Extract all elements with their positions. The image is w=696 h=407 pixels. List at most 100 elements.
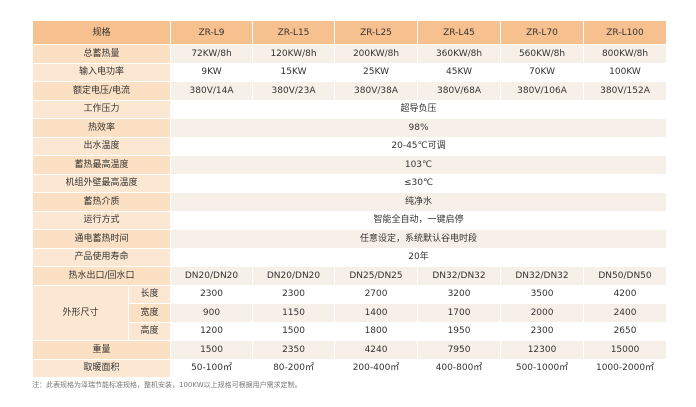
cell: 1200	[170, 321, 254, 341]
table-row: 蓄热最高温度 103℃	[31, 155, 668, 175]
row-label: 出水温度	[31, 136, 172, 156]
table-row: 重量 1500 2350 4240 7950 12300 15000	[31, 340, 668, 360]
cell: 380V/106A	[500, 81, 585, 101]
cell: 2300	[500, 321, 585, 341]
table-row: 输入电功率 9KW 15KW 25KW 45KW 70KW 100KW	[31, 62, 668, 82]
cell: DN32/DN32	[417, 266, 502, 286]
table-row: 出水温度 20-45℃可调	[31, 136, 668, 156]
cell: 70KW	[500, 62, 585, 82]
header-model: ZR-L70	[500, 20, 585, 45]
cell: 80-200㎡	[252, 358, 336, 378]
cell: 1400	[334, 303, 419, 323]
table-row: 热效率 98%	[31, 118, 668, 138]
row-label: 产品使用寿命	[31, 247, 172, 267]
dimension-sublabel: 宽度	[127, 303, 172, 323]
cell: 12300	[500, 340, 585, 360]
row-label: 蓄热介质	[31, 192, 172, 212]
cell: 15KW	[252, 62, 336, 82]
row-label: 重量	[31, 340, 172, 360]
spec-table: 规格 ZR-L9 ZR-L15 ZR-L25 ZR-L45 ZR-L70 ZR-…	[31, 20, 668, 378]
cell: 45KW	[417, 62, 502, 82]
cell: DN32/DN32	[500, 266, 585, 286]
cell: DN25/DN25	[334, 266, 419, 286]
cell: 72KW/8h	[170, 44, 254, 64]
table-row: 工作压力 超导负压	[31, 99, 668, 119]
cell: 120KW/8h	[252, 44, 336, 64]
cell: 4200	[583, 284, 668, 304]
table-row: 热水出口/回水口 DN20/DN20 DN20/DN20 DN25/DN25 D…	[31, 266, 668, 286]
cell: 25KW	[334, 62, 419, 82]
table-row: 机组外壁最高温度 ≤30℃	[31, 173, 668, 193]
spec-table-container: 规格 ZR-L9 ZR-L15 ZR-L25 ZR-L45 ZR-L70 ZR-…	[31, 20, 668, 378]
header-model: ZR-L9	[170, 20, 254, 45]
merged-cell: ≤30℃	[170, 173, 668, 193]
cell: 100KW	[583, 62, 668, 82]
cell: 4240	[334, 340, 419, 360]
cell: 380V/68A	[417, 81, 502, 101]
table-row: 取暖面积 50-100㎡ 80-200㎡ 200-400㎡ 400-800㎡ 5…	[31, 358, 668, 378]
footnote: 注：此表规格为泽瑞节能标准规格，整机安装，100KW以上规格可根据用户需求定制。	[32, 381, 302, 389]
row-label: 运行方式	[31, 210, 172, 230]
header-model: ZR-L100	[583, 20, 668, 45]
cell: 1500	[170, 340, 254, 360]
cell: 2350	[252, 340, 336, 360]
header-model: ZR-L45	[417, 20, 502, 45]
table-row: 总蓄热量 72KW/8h 120KW/8h 200KW/8h 360KW/8h …	[31, 44, 668, 64]
table-row: 通电蓄热时间 任意设定，系统默认谷电时段	[31, 229, 668, 249]
table-row: 外形尺寸 长度 2300 2300 2700 3200 3500 4200	[32, 284, 668, 341]
cell: 1800	[334, 321, 419, 341]
cell: 3500	[500, 284, 585, 304]
cell: 2300	[252, 284, 336, 304]
cell: 1950	[417, 321, 502, 341]
row-label: 取暖面积	[31, 358, 172, 378]
cell: 2650	[583, 321, 668, 341]
dimensions-label: 外形尺寸	[32, 284, 129, 341]
header-spec-label: 规格	[31, 20, 172, 45]
cell: 380V/14A	[170, 81, 254, 101]
cell: 500-1000㎡	[500, 358, 585, 378]
cell: 400-800㎡	[417, 358, 502, 378]
cell: 200-400㎡	[334, 358, 419, 378]
table-row: 产品使用寿命 20年	[31, 247, 668, 267]
cell: 800KW/8h	[583, 44, 668, 64]
cell: 200KW/8h	[334, 44, 419, 64]
table-row: 蓄热介质 纯净水	[31, 192, 668, 212]
cell: 380V/23A	[252, 81, 336, 101]
cell: 360KW/8h	[417, 44, 502, 64]
dimension-sublabel: 长度	[127, 284, 172, 304]
cell: 380V/152A	[583, 81, 668, 101]
merged-cell: 智能全自动，一键启停	[170, 210, 668, 230]
cell: 9KW	[170, 62, 254, 82]
merged-cell: 20-45℃可调	[170, 136, 668, 156]
cell: DN50/DN50	[583, 266, 668, 286]
cell: 900	[170, 303, 254, 323]
cell: DN20/DN20	[170, 266, 254, 286]
cell: 560KW/8h	[500, 44, 585, 64]
merged-cell: 任意设定，系统默认谷电时段	[170, 229, 668, 249]
cell: 1500	[252, 321, 336, 341]
row-label: 输入电功率	[31, 62, 172, 82]
dimension-sublabel: 高度	[127, 321, 172, 341]
table-row: 高度 1200 1500 1800 1950 2300 2650	[33, 321, 668, 341]
cell: DN20/DN20	[252, 266, 336, 286]
merged-cell: 20年	[170, 247, 668, 267]
table-header-row: 规格 ZR-L9 ZR-L15 ZR-L25 ZR-L45 ZR-L70 ZR-…	[31, 20, 668, 45]
cell: 2000	[500, 303, 585, 323]
row-label: 机组外壁最高温度	[31, 173, 172, 193]
cell: 3200	[417, 284, 502, 304]
merged-cell: 98%	[170, 118, 668, 138]
table-row: 额定电压/电流 380V/14A 380V/23A 380V/38A 380V/…	[31, 81, 668, 101]
row-label: 热效率	[31, 118, 172, 138]
cell: 1700	[417, 303, 502, 323]
cell: 2700	[334, 284, 419, 304]
row-label: 总蓄热量	[31, 44, 172, 64]
header-model: ZR-L25	[334, 20, 419, 45]
cell: 380V/38A	[334, 81, 419, 101]
cell: 15000	[583, 340, 668, 360]
cell: 50-100㎡	[170, 358, 254, 378]
cell: 1000-2000㎡	[583, 358, 668, 378]
cell: 2400	[583, 303, 668, 323]
table-row: 运行方式 智能全自动，一键启停	[31, 210, 668, 230]
row-label: 额定电压/电流	[31, 81, 172, 101]
cell: 1150	[252, 303, 336, 323]
